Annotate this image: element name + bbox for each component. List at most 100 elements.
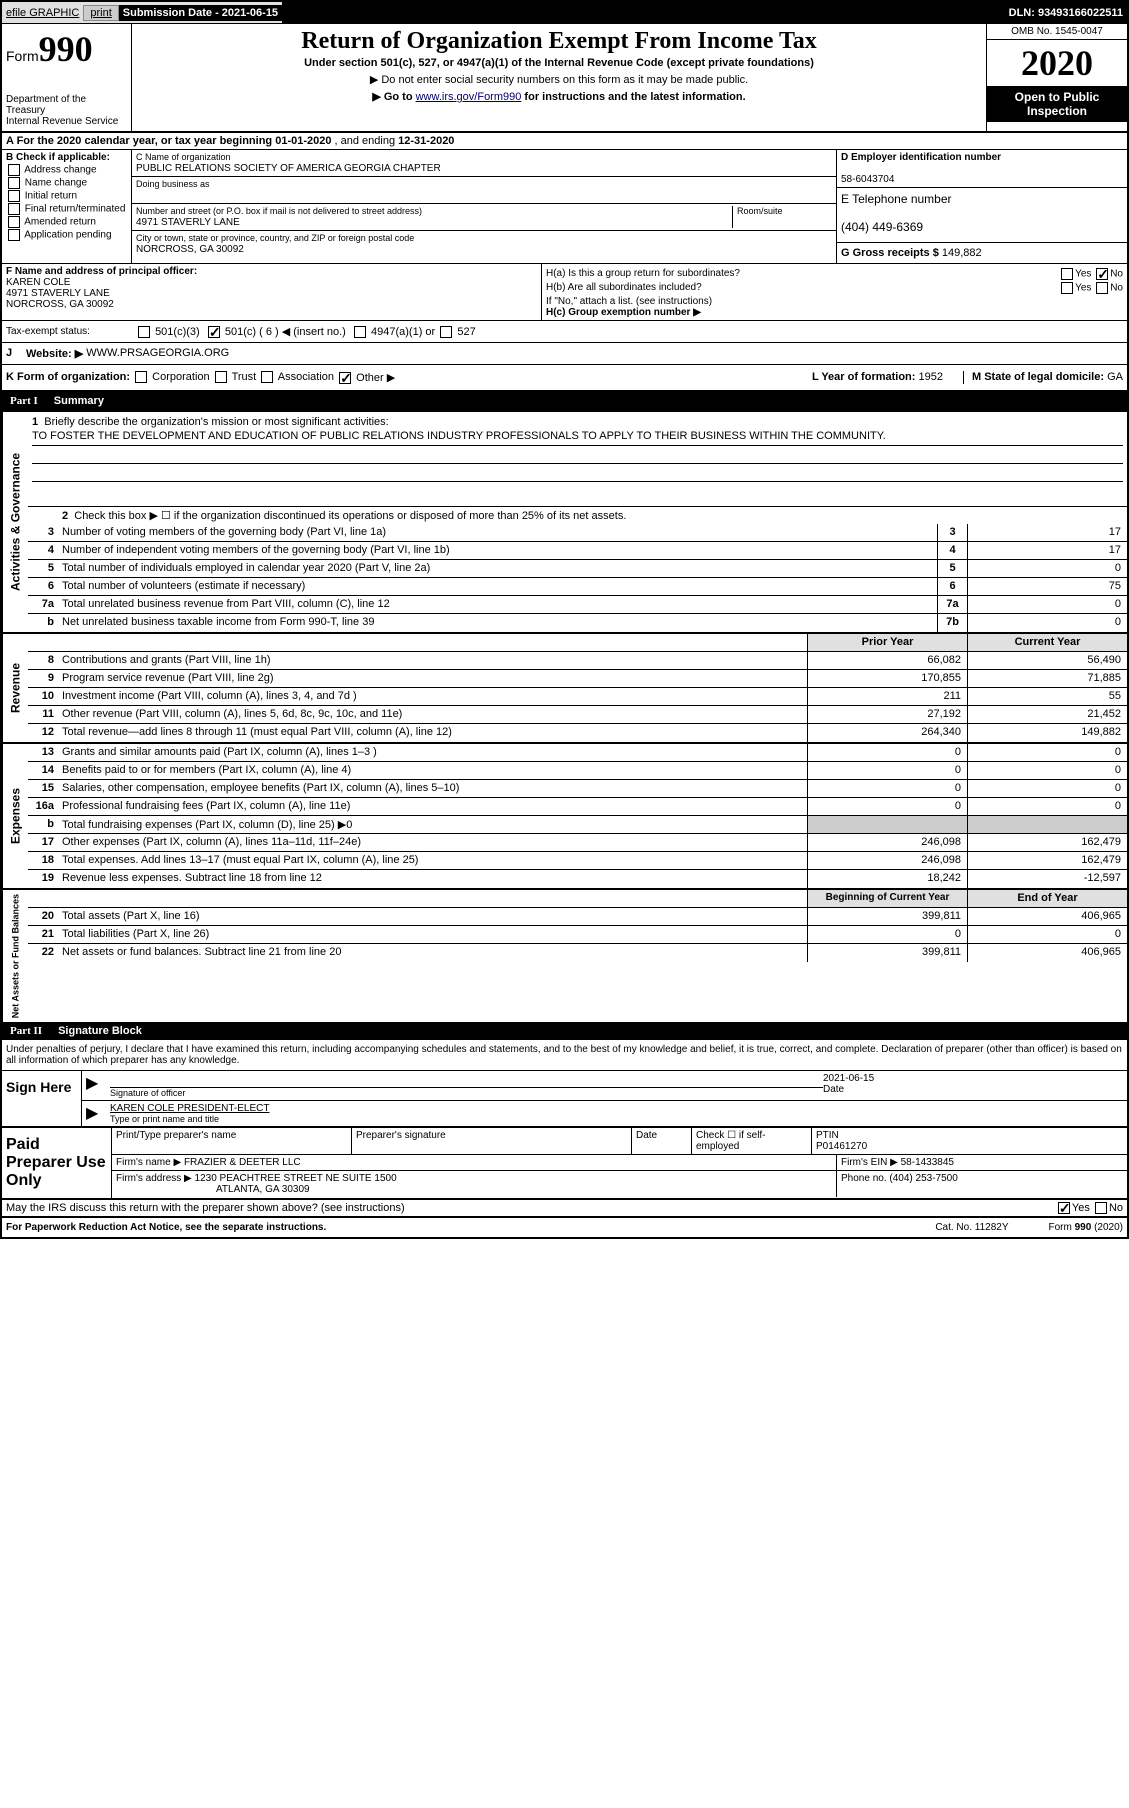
val-12p: 264,340 [807, 724, 967, 742]
section-bcd: B Check if applicable: Address change Na… [2, 150, 1127, 264]
val-19p: 18,242 [807, 870, 967, 888]
chk-address-change[interactable]: Address change [6, 164, 127, 176]
col-c: C Name of organizationPUBLIC RELATIONS S… [132, 150, 837, 263]
val-4: 17 [967, 542, 1127, 559]
print-button[interactable]: print [83, 5, 118, 21]
hb-note: If "No," attach a list. (see instruction… [546, 296, 1123, 307]
side-netassets: Net Assets or Fund Balances [2, 890, 28, 1022]
section-fh: F Name and address of principal officer:… [2, 264, 1127, 321]
val-9p: 170,855 [807, 670, 967, 687]
part2-header: Part II Signature Block [2, 1022, 1127, 1040]
val-20p: 399,811 [807, 908, 967, 925]
val-14c: 0 [967, 762, 1127, 779]
chk-assoc[interactable]: Association [259, 371, 334, 384]
side-revenue: Revenue [2, 634, 28, 742]
sign-arrow-icon-2: ▶ [86, 1103, 110, 1124]
val-15p: 0 [807, 780, 967, 797]
sign-block: Sign Here ▶ Signature of officer 2021-06… [2, 1071, 1127, 1128]
sig-date-value: 2021-06-15 [823, 1073, 1123, 1084]
val-13p: 0 [807, 744, 967, 761]
prep-name-label: Print/Type preparer's name [112, 1128, 352, 1154]
officer-addr2: NORCROSS, GA 30092 [6, 299, 114, 310]
val-10c: 55 [967, 688, 1127, 705]
sig-name-label: Type or print name and title [110, 1114, 1123, 1124]
chk-final-return[interactable]: Final return/terminated [6, 203, 127, 215]
firm-addr-label: Firm's address ▶ [116, 1173, 192, 1184]
part1-num: Part I [10, 395, 38, 407]
website-value[interactable]: WWW.PRSAGEORGIA.ORG [86, 347, 229, 360]
l-value: 1952 [919, 371, 943, 383]
form-label: Form [6, 48, 39, 64]
val-8c: 56,490 [967, 652, 1127, 669]
val-12c: 149,882 [967, 724, 1127, 742]
chk-4947[interactable]: 4947(a)(1) or [352, 326, 435, 338]
chk-app-pending[interactable]: Application pending [6, 229, 127, 241]
chk-initial-return[interactable]: Initial return [6, 190, 127, 202]
col-b-label: B Check if applicable: [6, 152, 110, 163]
chk-trust[interactable]: Trust [213, 371, 257, 384]
l-label: L Year of formation: [812, 371, 916, 383]
val-11c: 21,452 [967, 706, 1127, 723]
firm-ein-label: Firm's EIN ▶ [841, 1157, 898, 1168]
chk-amended[interactable]: Amended return [6, 216, 127, 228]
chk-501c3[interactable]: 501(c)(3) [136, 326, 200, 338]
tax-status-label: Tax-exempt status: [6, 326, 136, 337]
top-bar-spacer [282, 2, 1009, 23]
efile-link[interactable]: efile GRAPHIC [2, 7, 83, 19]
ptin-value: P01461270 [816, 1141, 867, 1152]
val-18p: 246,098 [807, 852, 967, 869]
governance-section: Activities & Governance 1 Briefly descri… [2, 410, 1127, 632]
m-value: GA [1107, 371, 1123, 383]
irs-link[interactable]: www.irs.gov/Form990 [416, 91, 522, 103]
firm-ein-value: 58-1433845 [901, 1157, 954, 1168]
chk-corp[interactable]: Corporation [133, 371, 210, 384]
chk-other[interactable]: Other ▶ [337, 371, 395, 384]
val-13c: 0 [967, 744, 1127, 761]
row-k: K Form of organization: Corporation Trus… [2, 365, 1127, 392]
prep-date-label: Date [632, 1128, 692, 1154]
public-inspection: Open to Public Inspection [987, 86, 1127, 122]
val-22c: 406,965 [967, 944, 1127, 962]
hdr-end: End of Year [967, 890, 1127, 907]
form-page: efile GRAPHIC print Submission Date - 20… [0, 0, 1129, 1239]
val-14p: 0 [807, 762, 967, 779]
row-j: J Website: ▶ WWW.PRSAGEORGIA.ORG [2, 343, 1127, 365]
firm-phone-value: (404) 253-7500 [889, 1173, 957, 1184]
val-20c: 406,965 [967, 908, 1127, 925]
org-city: NORCROSS, GA 30092 [136, 244, 244, 255]
col-d: D Employer identification number58-60437… [837, 150, 1127, 263]
part1-header: Part I Summary [2, 392, 1127, 410]
officer-addr1: 4971 STAVERLY LANE [6, 288, 110, 299]
chk-527[interactable]: 527 [438, 326, 475, 338]
hdr-prior: Prior Year [807, 634, 967, 651]
discuss-text: May the IRS discuss this return with the… [6, 1202, 405, 1214]
netassets-section: Net Assets or Fund Balances Beginning of… [2, 888, 1127, 1022]
discuss-answer[interactable]: Yes No [1056, 1202, 1123, 1214]
form-title: Return of Organization Exempt From Incom… [136, 28, 982, 55]
val-16ap: 0 [807, 798, 967, 815]
chk-501c[interactable]: 501(c) ( 6 ) ◀ (insert no.) [206, 325, 346, 338]
val-16bp [807, 816, 967, 833]
note-1: ▶ Do not enter social security numbers o… [136, 73, 982, 86]
submission-date: Submission Date - 2021-06-15 [119, 5, 282, 21]
hdr-curr: Current Year [967, 634, 1127, 651]
receipts-label: G Gross receipts $ [841, 247, 939, 259]
prep-selfemp[interactable]: Check ☐ if self-employed [692, 1128, 812, 1154]
val-16ac: 0 [967, 798, 1127, 815]
part2-num: Part II [10, 1025, 42, 1037]
col-h: H(a) Is this a group return for subordin… [542, 264, 1127, 320]
phone-label: E Telephone number [841, 192, 952, 206]
preparer-block: Paid Preparer Use Only Print/Type prepar… [2, 1128, 1127, 1200]
chk-name-change[interactable]: Name change [6, 177, 127, 189]
ha-answer[interactable]: Yes No [1059, 268, 1123, 280]
declaration-text: Under penalties of perjury, I declare th… [2, 1040, 1127, 1071]
m-label: M State of legal domicile: [972, 371, 1104, 383]
tax-year: 2020 [987, 40, 1127, 86]
header-row: Form990 Department of the Treasury Inter… [2, 24, 1127, 133]
hb-answer[interactable]: Yes No [1059, 282, 1123, 294]
header-right: OMB No. 1545-0047 2020 Open to Public In… [987, 24, 1127, 131]
side-expenses: Expenses [2, 744, 28, 888]
val-8p: 66,082 [807, 652, 967, 669]
footer-right: Form 990 (2020) [1049, 1222, 1123, 1233]
phone-value: (404) 449-6369 [841, 220, 923, 234]
